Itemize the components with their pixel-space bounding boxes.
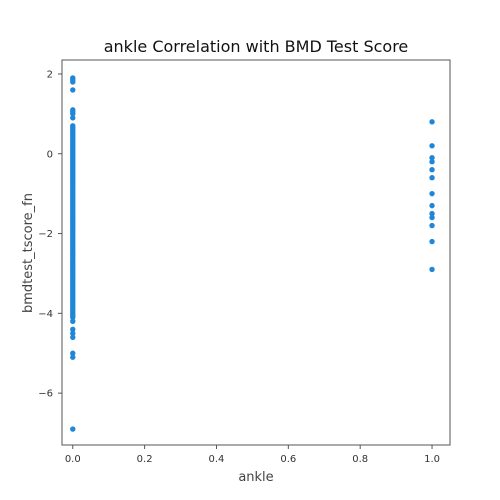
y-tick-label: −6 [38,389,53,400]
x-axis-label: ankle [238,470,273,485]
plot-area [61,59,451,446]
scatter-point [70,79,76,85]
x-axis: 0.0 0.2 0.4 0.6 0.8 1.0 [65,445,440,465]
x-tick-label: 0.4 [209,454,225,465]
scatter-point [429,119,435,125]
scatter-point [429,214,435,221]
scatter-point [70,354,76,360]
scatter-point [70,330,76,336]
scatter-point [70,111,76,117]
scatter-point [70,87,76,93]
scatter-point [429,222,435,229]
scatter-point [70,314,76,321]
y-tick-label: −2 [38,229,53,240]
scatter-point [429,210,435,217]
scatter-point [70,426,76,432]
scatter-point [70,326,76,333]
scatter-point [70,350,76,356]
x-tick-label: 1.0 [424,454,440,465]
scatter-point [70,318,76,325]
data-points [70,75,435,432]
scatter-point [429,167,435,173]
scatter-point [429,190,435,197]
x-tick-label: 0.6 [280,454,296,465]
y-tick-label: 0 [47,149,53,160]
y-axis: 2 0 −2 −4 −6 [38,69,62,400]
scatter-point [70,334,76,340]
scatter-point [429,238,435,245]
x-tick-label: 0.2 [137,454,153,465]
scatter-point [429,155,435,161]
y-tick-label: 2 [47,69,53,80]
scatter-point [429,143,435,149]
scatter-point [70,115,76,121]
scatter-point [429,266,435,273]
scatter-point [429,159,435,165]
y-tick-label: −4 [38,309,53,320]
x-tick-label: 0.8 [352,454,368,465]
scatter-point [429,202,435,209]
scatter-point [429,174,435,181]
chart-title: ankle Correlation with BMD Test Score [104,37,409,56]
x-tick-label: 0.0 [65,454,81,465]
y-axis-label: bmdtest_tscore_fn [21,193,36,313]
